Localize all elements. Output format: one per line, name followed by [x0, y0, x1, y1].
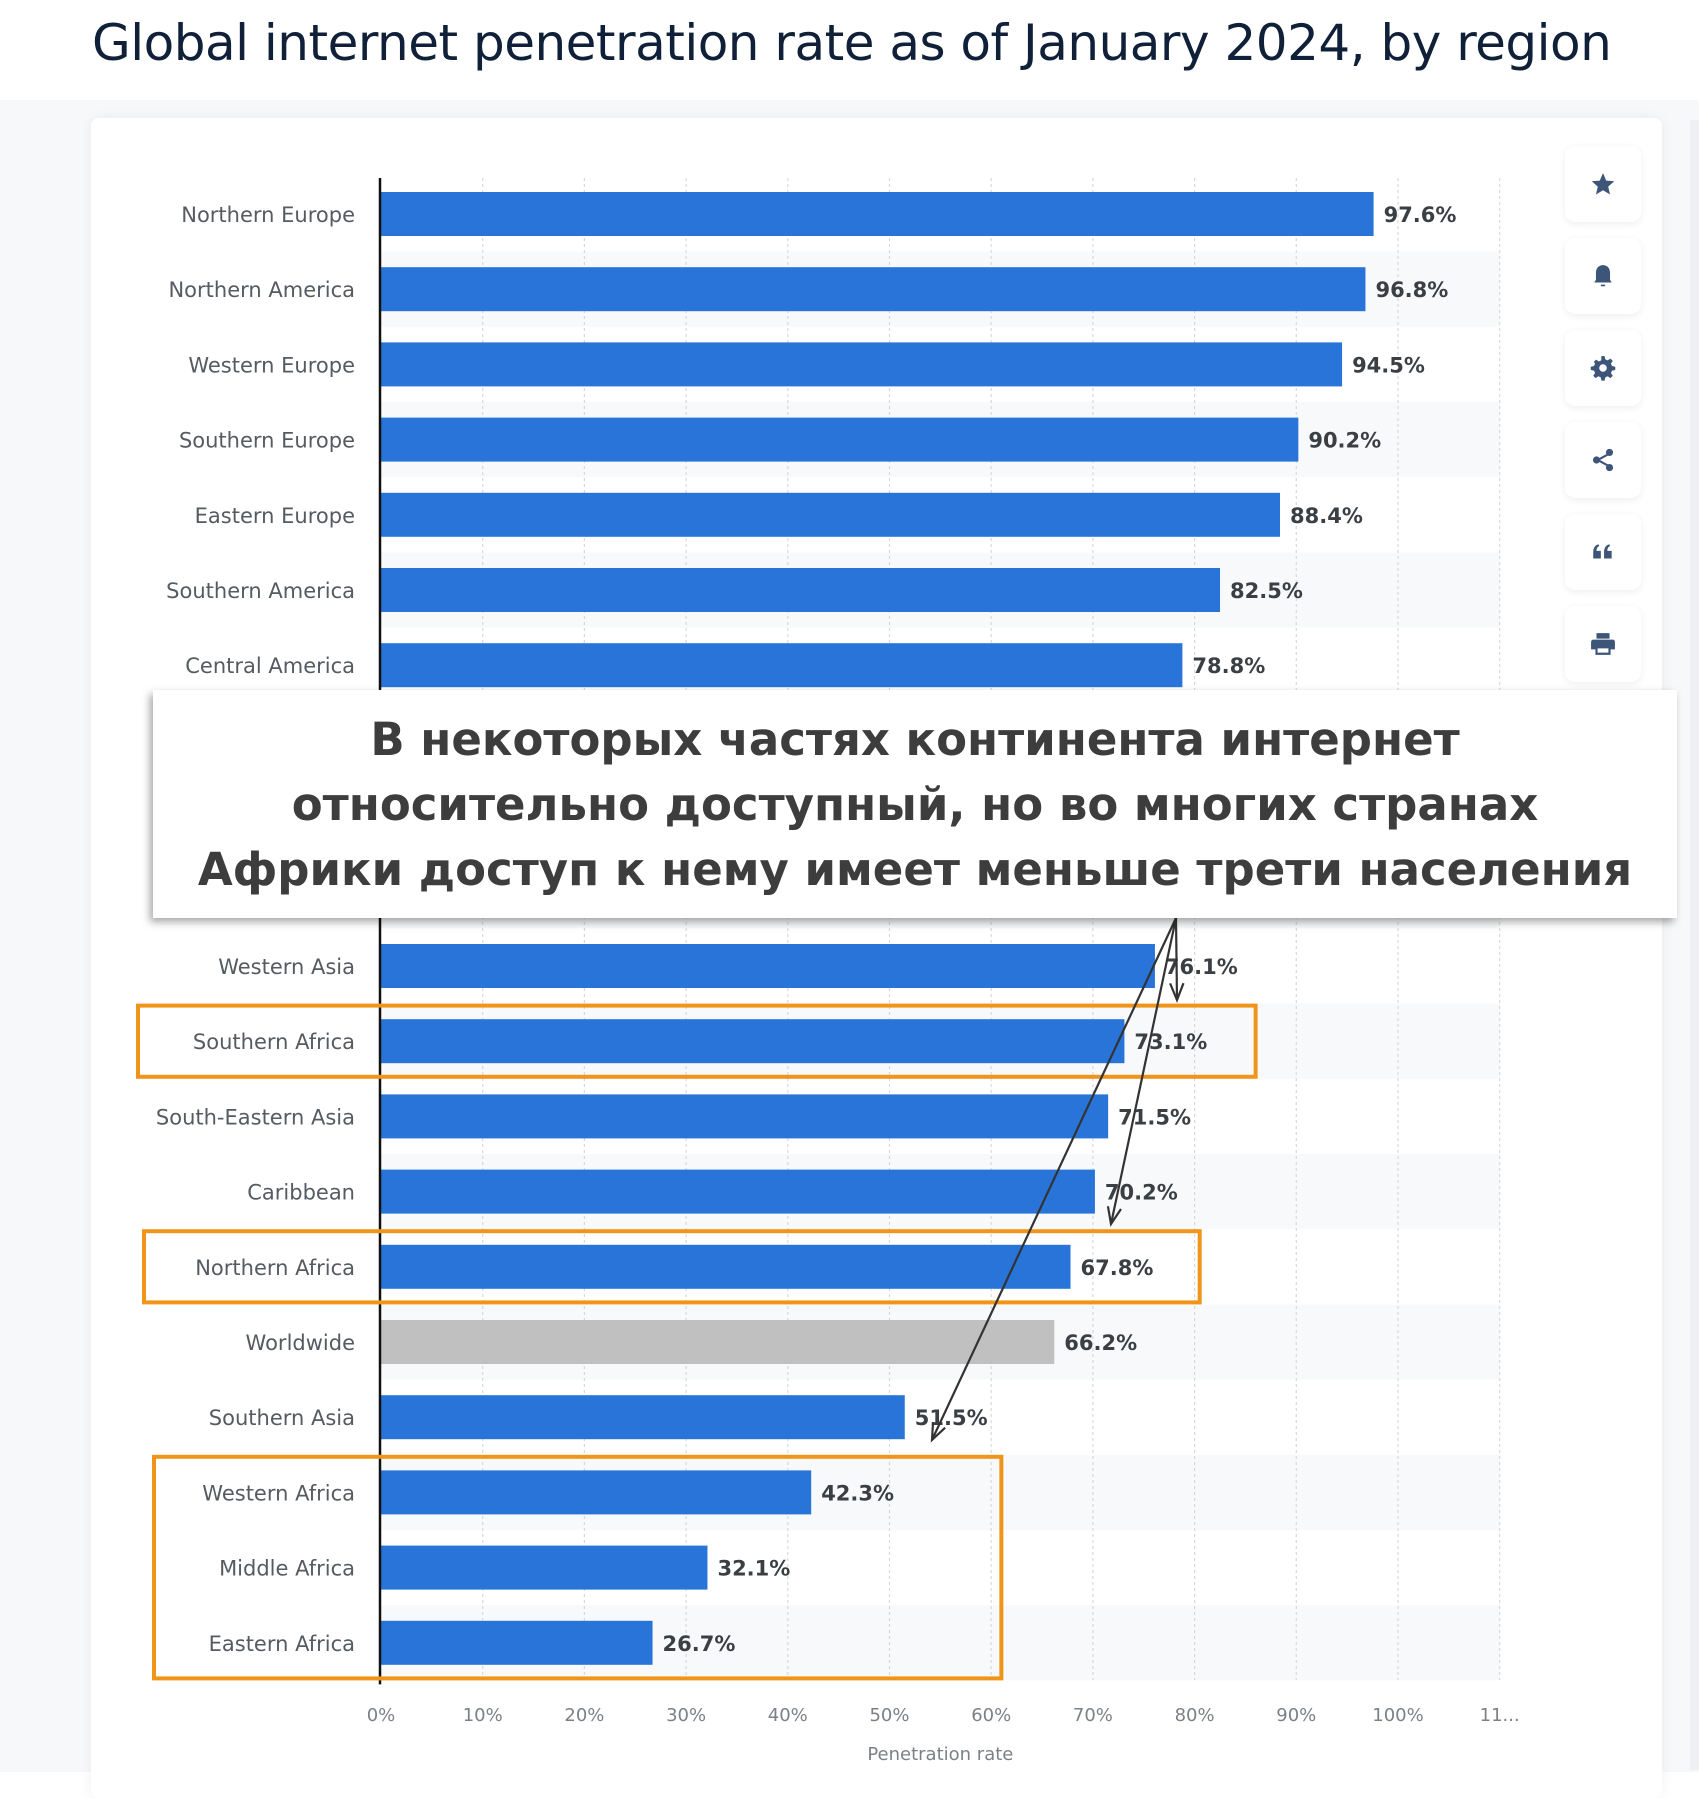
bars	[381, 192, 1374, 1665]
value-label: 32.1%	[717, 1557, 790, 1581]
bar	[381, 1320, 1055, 1364]
bar	[381, 1244, 1071, 1289]
value-label: 73.1%	[1134, 1030, 1207, 1054]
arrow-line	[1109, 917, 1178, 1225]
bar	[381, 1395, 905, 1440]
callout-line: Африки доступ к нему имеет меньше трети …	[197, 842, 1633, 896]
bar	[381, 342, 1343, 387]
value-label: 97.6%	[1384, 203, 1457, 227]
bar	[381, 1620, 653, 1665]
chart-toolbar	[1565, 146, 1641, 698]
notification-button[interactable]	[1565, 238, 1641, 314]
x-tick-label: 40%	[768, 1705, 808, 1726]
bar	[381, 944, 1155, 988]
value-label: 66.2%	[1064, 1331, 1137, 1355]
value-label: 94.5%	[1352, 353, 1425, 377]
category-label: Eastern Africa	[209, 1632, 355, 1656]
bar	[381, 1169, 1095, 1214]
category-label: Western Asia	[218, 955, 355, 979]
x-tick-label: 30%	[666, 1705, 706, 1726]
star-icon	[1591, 173, 1615, 195]
bell-icon	[1594, 265, 1612, 287]
gear-icon	[1590, 356, 1616, 381]
callout-line: В некоторых частях континента интернет	[370, 712, 1460, 766]
category-label: Southern America	[166, 579, 355, 603]
value-label: 90.2%	[1308, 429, 1381, 453]
x-tick-label: 11...	[1480, 1705, 1520, 1726]
bar	[381, 643, 1183, 688]
bar	[381, 1019, 1125, 1064]
category-label: Worldwide	[246, 1331, 355, 1355]
category-label: Northern America	[168, 278, 355, 302]
category-label: Caribbean	[247, 1181, 355, 1205]
arrow-head	[1106, 1206, 1122, 1227]
x-tick-labels: 0% 10% 20% 30% 40% 50% 60% 70% 80% 90% 100% 11...	[367, 1705, 1520, 1726]
cite-button[interactable]	[1565, 514, 1641, 590]
x-tick-label: 70%	[1073, 1705, 1113, 1726]
arrow-head	[930, 1421, 946, 1443]
value-label: 88.4%	[1290, 504, 1363, 528]
favorite-button[interactable]	[1565, 146, 1641, 222]
x-tick-label: 60%	[971, 1705, 1011, 1726]
x-axis-title: Penetration rate	[867, 1744, 1013, 1765]
print-button[interactable]	[1565, 606, 1641, 682]
category-labels: Northern Europe Northern America Western E…	[156, 203, 355, 1656]
category-label: Western Europe	[188, 353, 355, 377]
x-tick-label: 0%	[367, 1705, 396, 1726]
share-icon	[1592, 448, 1614, 472]
category-label: Northern Europe	[181, 203, 355, 227]
bar	[381, 568, 1221, 612]
value-label: 26.7%	[663, 1632, 736, 1656]
callout-line: относительно доступный, но во многих стр…	[291, 777, 1539, 831]
annotation-callout: В некоторых частях континента интернет о…	[153, 690, 1677, 918]
right-panel-edge	[1690, 120, 1699, 1770]
value-label: 96.8%	[1375, 278, 1448, 302]
value-labels: 97.6%96.8%94.5%90.2%88.4%82.5%78.8%76.1%…	[663, 203, 1457, 1656]
quote-icon	[1593, 544, 1612, 559]
category-label: Middle Africa	[219, 1557, 355, 1581]
value-label: 78.8%	[1192, 654, 1265, 678]
category-label: Southern Asia	[209, 1406, 355, 1430]
bar	[381, 192, 1374, 236]
category-label: Northern Africa	[195, 1256, 355, 1280]
x-tick-label: 100%	[1372, 1705, 1423, 1726]
share-button[interactable]	[1565, 422, 1641, 498]
x-tick-label: 50%	[869, 1705, 909, 1726]
category-label: Eastern Europe	[195, 504, 355, 528]
x-tick-label: 10%	[463, 1705, 503, 1726]
annotation-box	[142, 1229, 1202, 1305]
bar	[381, 1470, 812, 1515]
bar	[381, 1545, 708, 1590]
category-label: South-Eastern Asia	[156, 1105, 355, 1129]
annotation-box	[136, 1003, 1258, 1079]
bar	[381, 492, 1281, 537]
annotation-boxes	[136, 1003, 1258, 1681]
category-label: Central America	[185, 654, 355, 678]
category-label: Southern Europe	[179, 429, 355, 453]
category-label: Western Africa	[202, 1481, 355, 1505]
bar	[381, 1094, 1109, 1139]
gridlines	[482, 178, 1501, 1680]
value-label: 51.5%	[915, 1406, 988, 1430]
x-tick-label: 90%	[1276, 1705, 1316, 1726]
page-title: Global internet penetration rate as of J…	[92, 14, 1612, 72]
arrow-head	[1169, 982, 1185, 1003]
bar	[381, 267, 1366, 312]
arrow-line	[1174, 917, 1179, 1001]
x-tick-label: 80%	[1175, 1705, 1215, 1726]
annotation-box	[152, 1454, 1004, 1681]
value-label: 71.5%	[1118, 1105, 1191, 1129]
x-tick-label: 20%	[564, 1705, 604, 1726]
category-label: Southern Africa	[193, 1030, 355, 1054]
bar	[381, 417, 1299, 462]
value-label: 67.8%	[1081, 1256, 1154, 1280]
print-icon	[1591, 633, 1615, 655]
value-label: 42.3%	[821, 1481, 894, 1505]
settings-button[interactable]	[1565, 330, 1641, 406]
annotation-arrows	[930, 917, 1185, 1443]
arrow-line	[931, 917, 1177, 1441]
value-label: 82.5%	[1230, 579, 1303, 603]
